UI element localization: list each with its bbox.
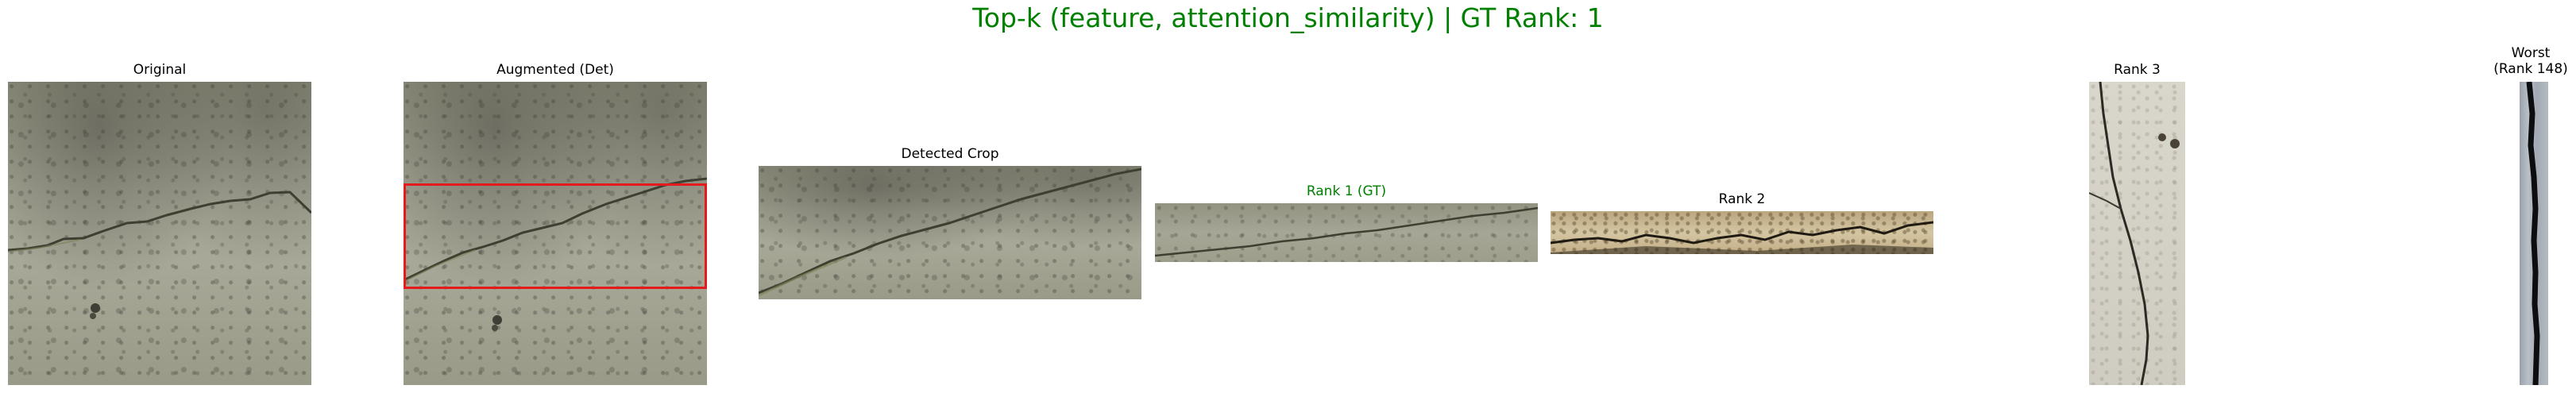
original-image: [8, 82, 311, 385]
rank1-image: [1155, 203, 1538, 262]
panel-title-worst: Worst (Rank 148): [2493, 45, 2568, 77]
figure-title: Top-k (feature, attention_similarity) | …: [972, 2, 1604, 33]
worst-image: [2520, 82, 2548, 385]
rank3-image: [2089, 82, 2185, 385]
panel-title-rank1: Rank 1 (GT): [1306, 183, 1387, 199]
panel-title-original: Original: [133, 62, 187, 78]
panel-title-detected: Detected Crop: [901, 146, 999, 162]
detected-crop-image: [759, 166, 1141, 299]
augmented-image: [404, 82, 707, 385]
panel-title-rank2: Rank 2: [1718, 191, 1766, 207]
panel-title-rank3: Rank 3: [2114, 62, 2161, 78]
panel-title-augmented: Augmented (Det): [496, 62, 614, 78]
rank2-image: [1551, 211, 1933, 254]
detection-box: [404, 183, 707, 289]
